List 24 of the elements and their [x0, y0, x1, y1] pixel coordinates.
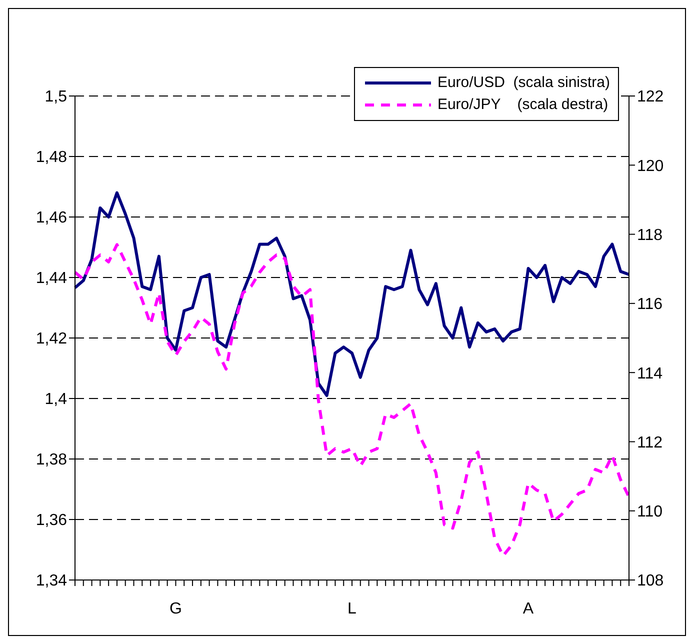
- x-tick-label: A: [522, 600, 534, 618]
- y2-tick-label: 112: [637, 434, 663, 452]
- y-tick-label: 1,38: [36, 452, 68, 469]
- legend-label: Euro/USD (scala sinistra): [437, 73, 610, 93]
- x-tick-label: G: [170, 600, 182, 618]
- y-tick-label: 1,48: [36, 149, 68, 166]
- y-tick-label: 1,42: [36, 330, 68, 348]
- line-series: [74, 243, 630, 558]
- legend-label: Euro/JPY (scala destra): [437, 95, 608, 115]
- y-tick-label: 1,36: [36, 512, 68, 530]
- y2-tick-label: 118: [637, 226, 663, 244]
- y2-tick-label: 116: [637, 296, 663, 314]
- y2-tick-label: 122: [637, 88, 664, 106]
- y-tick-label: 1,4: [44, 391, 68, 408]
- y2-tick-label: 110: [637, 504, 663, 521]
- y-tick-label: 1,5: [44, 88, 68, 106]
- x-tick-label: L: [348, 600, 357, 618]
- y-tick-label: 1,34: [36, 572, 68, 590]
- line-series: [74, 191, 630, 397]
- y2-tick-label: 120: [637, 158, 664, 175]
- y2-tick-label: 108: [637, 572, 664, 590]
- y-tick-label: 1,44: [36, 270, 68, 288]
- y-tick-label: 1,46: [36, 210, 68, 227]
- y2-tick-label: 114: [637, 365, 663, 382]
